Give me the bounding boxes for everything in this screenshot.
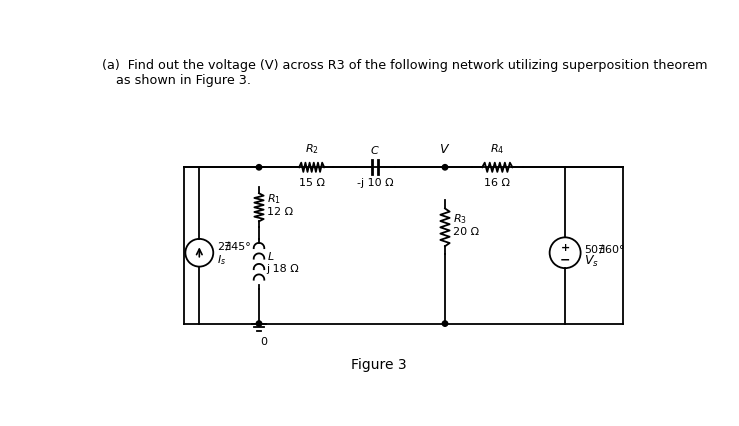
Text: $R_2$: $R_2$ — [304, 142, 319, 155]
Text: $I_s$: $I_s$ — [217, 253, 226, 266]
Text: 16 Ω: 16 Ω — [484, 178, 511, 188]
Text: j 18 Ω: j 18 Ω — [267, 263, 299, 273]
Text: 20 Ω: 20 Ω — [453, 227, 479, 236]
Circle shape — [256, 321, 262, 326]
Text: $R_4$: $R_4$ — [490, 142, 505, 155]
Text: 50∄60°: 50∄60° — [584, 245, 624, 255]
Text: $R_1$: $R_1$ — [267, 192, 281, 205]
Text: as shown in Figure 3.: as shown in Figure 3. — [115, 74, 251, 87]
Text: $V$: $V$ — [440, 143, 451, 155]
Text: (a)  Find out the voltage (V) across R3 of the following network utilizing super: (a) Find out the voltage (V) across R3 o… — [102, 59, 707, 72]
Text: 2∄45°: 2∄45° — [217, 242, 251, 252]
Circle shape — [256, 165, 262, 170]
Text: $C$: $C$ — [370, 144, 380, 155]
Text: 15 Ω: 15 Ω — [299, 178, 324, 188]
Text: 12 Ω: 12 Ω — [267, 207, 293, 217]
Text: 0: 0 — [261, 336, 268, 346]
Text: $L$: $L$ — [267, 249, 274, 261]
Circle shape — [442, 321, 448, 326]
Text: +: + — [560, 242, 570, 252]
Text: Figure 3: Figure 3 — [350, 357, 406, 371]
Text: −: − — [560, 253, 571, 266]
Text: $V_s$: $V_s$ — [584, 253, 599, 268]
Circle shape — [442, 165, 448, 170]
Text: $R_3$: $R_3$ — [453, 212, 467, 225]
Text: -j 10 Ω: -j 10 Ω — [357, 178, 394, 188]
